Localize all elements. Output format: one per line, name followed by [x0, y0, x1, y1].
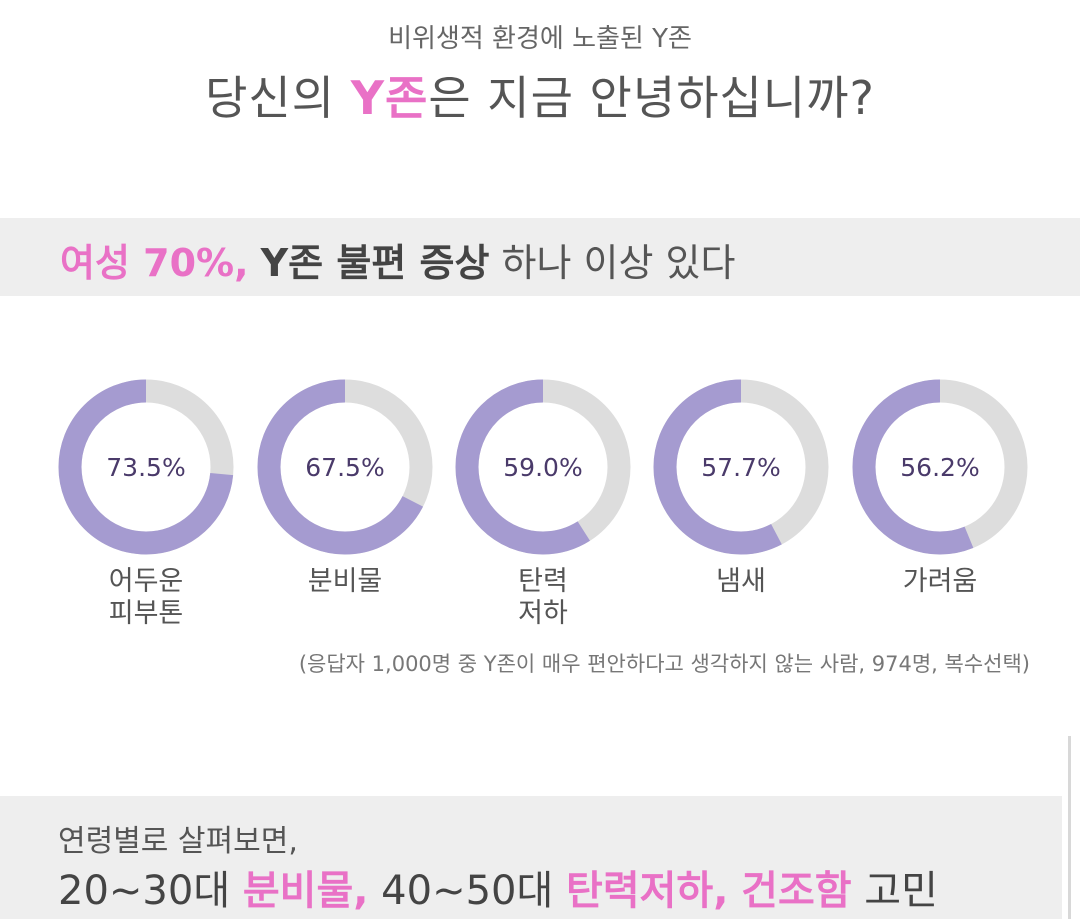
age-group-2: 40~50대	[381, 868, 554, 914]
infographic-subtitle: 비위생적 환경에 노출된 Y존	[388, 24, 692, 54]
donut-category-label-5: 가려움	[852, 566, 1028, 598]
donut-category-label-4: 냄새	[653, 566, 829, 598]
title-suffix: 은 지금 안녕하십니까?	[428, 71, 875, 125]
donut-value-arc-1	[58, 379, 234, 555]
donut-category-line: 어두운	[108, 566, 184, 597]
title-highlight: Y존	[350, 71, 429, 125]
donut-category-line: 피부톤	[108, 598, 184, 629]
donut-value-arc-4	[653, 379, 829, 555]
donut-value-label-5: 56.2%	[900, 453, 979, 482]
age-group-2-concern-1: 탄력저하,	[566, 868, 729, 914]
age-summary-intro: 연령별로 살펴보면,	[58, 824, 298, 859]
donut-value-label-4: 57.7%	[701, 453, 780, 482]
headline-topic: Y존 불편 증상	[260, 241, 490, 285]
donut-category-label-3: 탄력 저하	[455, 566, 631, 630]
donut-value-label-1: 73.5%	[106, 453, 185, 482]
donut-category-line: 분비물	[307, 566, 383, 597]
donut-category-line: 탄력	[518, 566, 568, 597]
age-group-1-concern: 분비물,	[242, 868, 369, 914]
age-group-1: 20~30대	[58, 868, 231, 914]
age-summary-tail: 고민	[864, 868, 938, 914]
donut-category-label-1: 어두운 피부톤	[58, 566, 234, 630]
infographic-title: 당신의 Y존은 지금 안녕하십니까?	[0, 62, 1080, 128]
donut-category-line: 냄새	[716, 566, 766, 597]
headline-rest: 하나 이상 있다	[501, 241, 736, 285]
donut-value-label-2: 67.5%	[305, 453, 384, 482]
donut-value-arc-5	[852, 379, 1028, 555]
donut-value-label-3: 59.0%	[503, 453, 582, 482]
donut-category-label-2: 분비물	[257, 566, 433, 598]
donut-value-arc-3	[455, 379, 631, 555]
age-group-2-concern-2: 건조함	[741, 868, 852, 914]
headline-text: 여성 70%, Y존 불편 증상 하나 이상 있다	[60, 232, 735, 287]
age-summary-detail: 20~30대 분비물, 40~50대 탄력저하, 건조함 고민	[58, 858, 938, 916]
age-summary-band: 연령별로 살펴보면, 20~30대 분비물, 40~50대 탄력저하, 건조함 …	[0, 796, 1062, 919]
headline-stat: 여성 70%,	[60, 241, 249, 285]
chart-footnote: (응답자 1,000명 중 Y존이 매우 편안하다고 생각하지 않는 사람, 9…	[298, 652, 1030, 676]
donut-value-arc-2	[257, 379, 433, 555]
donut-category-line: 저하	[518, 598, 568, 629]
donut-chart-group: 73.5% 67.5% 59.0% 57.7% 56.2%	[58, 379, 1028, 555]
donut-category-line: 가려움	[902, 566, 978, 597]
title-prefix: 당신의	[205, 71, 351, 125]
headline-band: 여성 70%, Y존 불편 증상 하나 이상 있다	[0, 218, 1080, 296]
scroll-edge-divider	[1068, 736, 1071, 919]
